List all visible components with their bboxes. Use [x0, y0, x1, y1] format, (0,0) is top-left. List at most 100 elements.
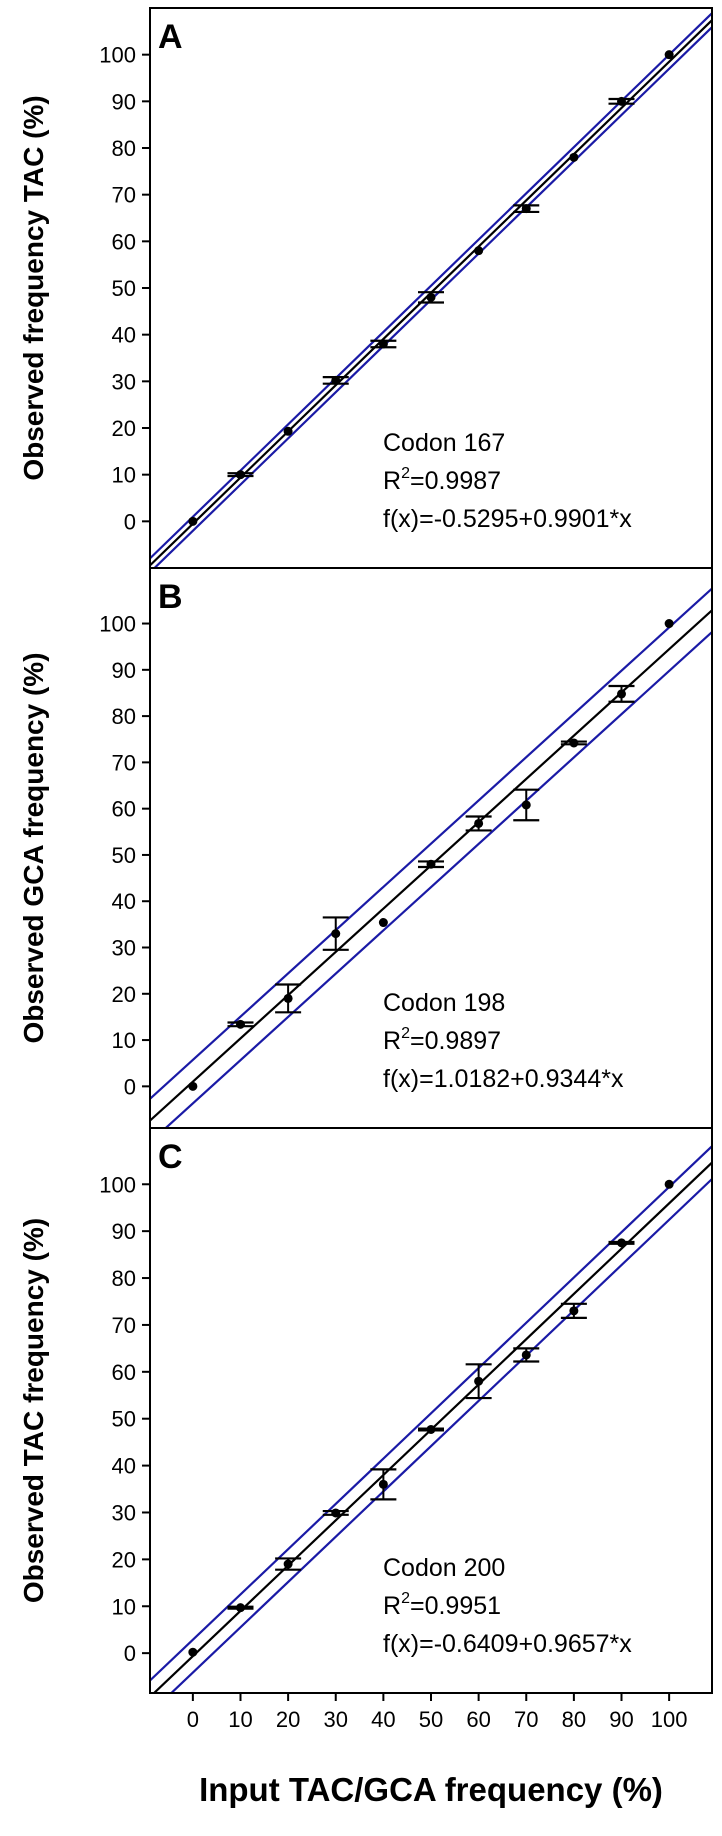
- data-point: [617, 689, 627, 699]
- lower-ci-line: [169, 1178, 712, 1693]
- data-point: [235, 470, 245, 480]
- data-point: [283, 426, 293, 436]
- data-point: [521, 800, 531, 810]
- data-point: [617, 1238, 627, 1248]
- data-point: [426, 292, 436, 302]
- fit-equation: f(x)=-0.6409+0.9657*x: [383, 1630, 632, 1658]
- data-point: [188, 1081, 198, 1091]
- y-tick-label: 0: [124, 1074, 136, 1099]
- y-tick-label: 90: [112, 1219, 136, 1244]
- lower-ci-line: [164, 631, 712, 1128]
- data-point: [235, 1603, 245, 1613]
- x-tick-label: 40: [371, 1707, 395, 1732]
- y-tick-label: 0: [124, 1641, 136, 1666]
- y-tick-label: 10: [112, 1594, 136, 1619]
- data-point: [283, 993, 293, 1003]
- data-point: [331, 929, 341, 939]
- x-tick-label: 20: [276, 1707, 300, 1732]
- r-squared: R2=0.9897: [383, 1025, 501, 1055]
- panel-c: 0 10 20 30 40 50 60 70 80 90 100 Observed TAC frequ…: [18, 1127, 713, 1694]
- data-point: [188, 516, 198, 526]
- r-squared: R2=0.9951: [383, 1590, 501, 1620]
- y-tick-label: 50: [112, 1407, 136, 1432]
- y-tick-label: 30: [112, 936, 136, 961]
- data-point: [569, 738, 579, 748]
- panel-label: B: [158, 578, 183, 616]
- codon-label: Codon 198: [383, 989, 505, 1017]
- x-tick-label: 50: [419, 1707, 443, 1732]
- panel-label: C: [158, 1138, 183, 1176]
- y-axis-label: Observed frequency TAC (%): [18, 95, 49, 480]
- y-tick-label: 0: [124, 509, 136, 534]
- y-tick-label: 60: [112, 1360, 136, 1385]
- data-point: [474, 818, 484, 828]
- y-tick-label: 60: [112, 797, 136, 822]
- y-tick-label: 80: [112, 704, 136, 729]
- y-tick-label: 30: [112, 1500, 136, 1525]
- y-axis-label: Observed GCA frequency (%): [18, 652, 49, 1043]
- data-point: [331, 1508, 341, 1518]
- x-tick-label: 60: [466, 1707, 490, 1732]
- x-tick-label: 30: [324, 1707, 348, 1732]
- data-point: [474, 246, 484, 256]
- data-point: [426, 859, 436, 869]
- y-tick-label: 90: [112, 89, 136, 114]
- x-tick-label: 0: [187, 1707, 199, 1732]
- y-tick-label: 70: [112, 183, 136, 208]
- data-point: [331, 375, 341, 385]
- y-tick-label: 100: [99, 1172, 136, 1197]
- codon-label: Codon 200: [383, 1554, 505, 1582]
- data-point: [664, 1179, 674, 1189]
- y-tick-label: 30: [112, 369, 136, 394]
- fit-equation: f(x)=-0.5295+0.9901*x: [383, 505, 632, 533]
- data-point: [521, 204, 531, 214]
- x-tick-label: 100: [651, 1707, 688, 1732]
- data-point: [235, 1019, 245, 1029]
- data-point: [664, 619, 674, 629]
- y-tick-label: 20: [112, 982, 136, 1007]
- y-tick-label: 50: [112, 843, 136, 868]
- y-tick-label: 40: [112, 1454, 136, 1479]
- fit-equation: f(x)=1.0182+0.9344*x: [383, 1065, 624, 1093]
- data-point: [617, 96, 627, 106]
- data-point: [664, 50, 674, 60]
- data-point: [521, 1350, 531, 1360]
- data-point: [426, 1424, 436, 1434]
- y-tick-label: 100: [99, 43, 136, 68]
- x-tick-label: 10: [228, 1707, 252, 1732]
- y-tick-label: 90: [112, 658, 136, 683]
- y-tick-label: 40: [112, 323, 136, 348]
- data-point: [188, 1647, 198, 1657]
- y-tick-label: 10: [112, 463, 136, 488]
- x-tick-label: 80: [562, 1707, 586, 1732]
- upper-ci-line: [150, 1145, 712, 1682]
- y-tick-label: 20: [112, 416, 136, 441]
- data-point: [378, 339, 388, 349]
- data-point: [378, 918, 388, 928]
- panel-label: A: [158, 18, 183, 56]
- y-tick-label: 80: [112, 136, 136, 161]
- y-axis-label: Observed TAC frequency (%): [18, 1218, 49, 1603]
- data-point: [569, 1306, 579, 1316]
- panel-a: 0 10 20 30 40 50 60 70 80 90 100 Observed frequency…: [18, 7, 713, 569]
- y-tick-label: 70: [112, 750, 136, 775]
- x-tick-label: 70: [514, 1707, 538, 1732]
- y-tick-label: 70: [112, 1313, 136, 1338]
- codon-label: Codon 167: [383, 429, 505, 457]
- y-tick-label: 10: [112, 1028, 136, 1053]
- y-tick-label: 100: [99, 612, 136, 637]
- y-tick-label: 60: [112, 229, 136, 254]
- y-tick-label: 40: [112, 889, 136, 914]
- data-point: [378, 1479, 388, 1489]
- data-point: [283, 1559, 293, 1569]
- y-tick-label: 80: [112, 1266, 136, 1291]
- data-point: [474, 1376, 484, 1386]
- upper-ci-line: [150, 587, 712, 1100]
- x-tick-label: 90: [609, 1707, 633, 1732]
- r-squared: R2=0.9987: [383, 465, 501, 495]
- panel-b: 0 10 20 30 40 50 60 70 80 90 100 Observed GCA frequ…: [18, 567, 713, 1129]
- x-axis-label: Input TAC/GCA frequency (%): [199, 1771, 663, 1808]
- y-tick-label: 50: [112, 276, 136, 301]
- y-tick-label: 20: [112, 1547, 136, 1572]
